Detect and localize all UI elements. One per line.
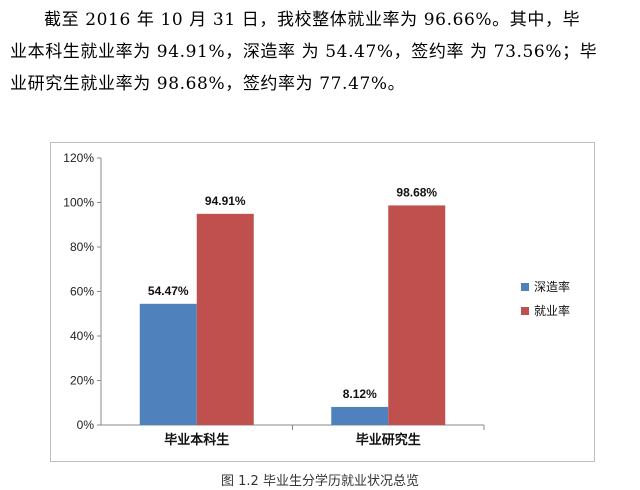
data-label: 8.12% [343,387,377,401]
data-label: 54.47% [148,284,189,298]
legend-label: 就业率 [534,303,570,318]
bar-就业率 [388,205,446,425]
paragraph: 截至 2016 年 10 月 31 日，我校整体就业率为 96.66%。其中，毕… [10,4,632,100]
y-tick-label: 40% [70,329,94,343]
y-tick-label: 100% [63,196,94,210]
data-label: 94.91% [205,194,246,208]
paragraph-line-1: 截至 2016 年 10 月 31 日，我校整体就业率为 96.66%。其中，毕 [44,10,581,30]
legend-swatch-就业率 [521,307,529,315]
data-label: 98.68% [396,185,437,199]
chart-frame: 0% 20% 40% 60% 80% 100% 120% 毕业本科生 54.47% 94.91% 毕… [50,142,595,462]
paragraph-line-3: 业研究生就业率为 98.68%，签约率为 77.47%。 [10,74,406,94]
bar-chart: 0% 20% 40% 60% 80% 100% 120% 毕业本科生 54.47% 94.91% 毕… [63,151,570,447]
y-tick-label: 0% [77,418,95,432]
bar-深造率 [331,406,389,425]
y-tick-label: 80% [70,240,94,254]
y-tick-label: 60% [70,285,94,299]
x-category-label: 毕业研究生 [356,432,421,447]
figure-caption: 图 1.2 毕业生分学历就业状况总览 [221,474,419,489]
paragraph-line-2: 业本科生就业率为 94.91%，深造率 为 54.47%，签约率 为 73.56… [10,42,598,62]
bar-就业率 [196,213,254,425]
y-tick-label: 20% [70,374,94,388]
x-category-label: 毕业本科生 [164,432,229,447]
y-tick-label: 120% [63,151,94,165]
legend-swatch-深造率 [521,283,529,291]
bar-深造率 [139,303,197,425]
legend-label: 深造率 [534,279,570,294]
